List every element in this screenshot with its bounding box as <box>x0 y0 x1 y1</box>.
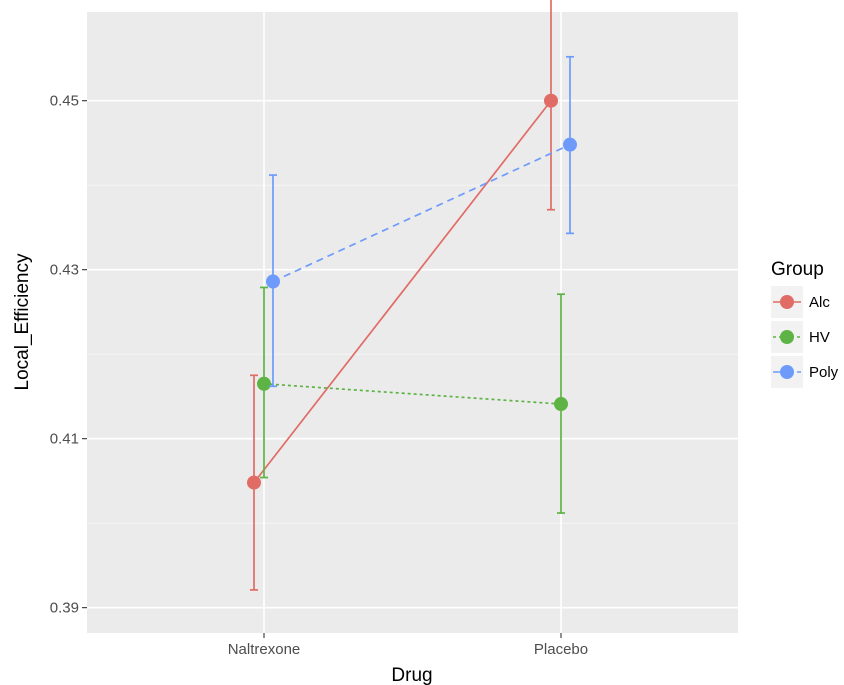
data-point <box>266 274 280 289</box>
x-axis-title: Drug <box>391 665 432 685</box>
series-line <box>263 382 562 405</box>
series-line <box>272 143 571 283</box>
x-tick-label: Naltrexone <box>228 641 301 658</box>
legend-title: Group <box>771 259 824 280</box>
y-tick-label: 0.43 <box>50 262 79 279</box>
legend-label: Poly <box>809 364 839 381</box>
data-point <box>257 376 271 391</box>
y-tick-label: 0.45 <box>50 93 79 110</box>
legend-key-marker <box>780 295 794 309</box>
data-point <box>544 93 558 108</box>
series-layer <box>247 0 577 591</box>
series-hv <box>257 286 568 514</box>
series-line <box>253 100 552 484</box>
legend-item-poly: Poly <box>771 356 839 388</box>
legend-label: HV <box>809 329 830 346</box>
plot-panel <box>87 12 738 633</box>
axes: 0.39 0.41 0.43 0.45 Naltrexone Placebo <box>50 93 588 658</box>
y-tick-label: 0.41 <box>50 431 79 448</box>
legend-key-marker <box>780 365 794 379</box>
x-tick-label: Placebo <box>534 641 588 658</box>
data-point <box>563 137 577 152</box>
data-point <box>247 475 261 490</box>
y-tick-label: 0.39 <box>50 600 79 617</box>
legend-item-hv: HV <box>771 321 830 353</box>
legend-items: Alc HV Poly <box>771 286 839 388</box>
series-poly <box>266 55 577 388</box>
legend: Group Alc HV Poly <box>771 259 839 388</box>
legend-item-alc: Alc <box>771 286 830 318</box>
series-alc <box>247 0 558 591</box>
y-axis-title: Local_Efficiency <box>12 253 33 390</box>
legend-key-marker <box>780 330 794 344</box>
data-point <box>554 397 568 412</box>
legend-label: Alc <box>809 294 830 311</box>
